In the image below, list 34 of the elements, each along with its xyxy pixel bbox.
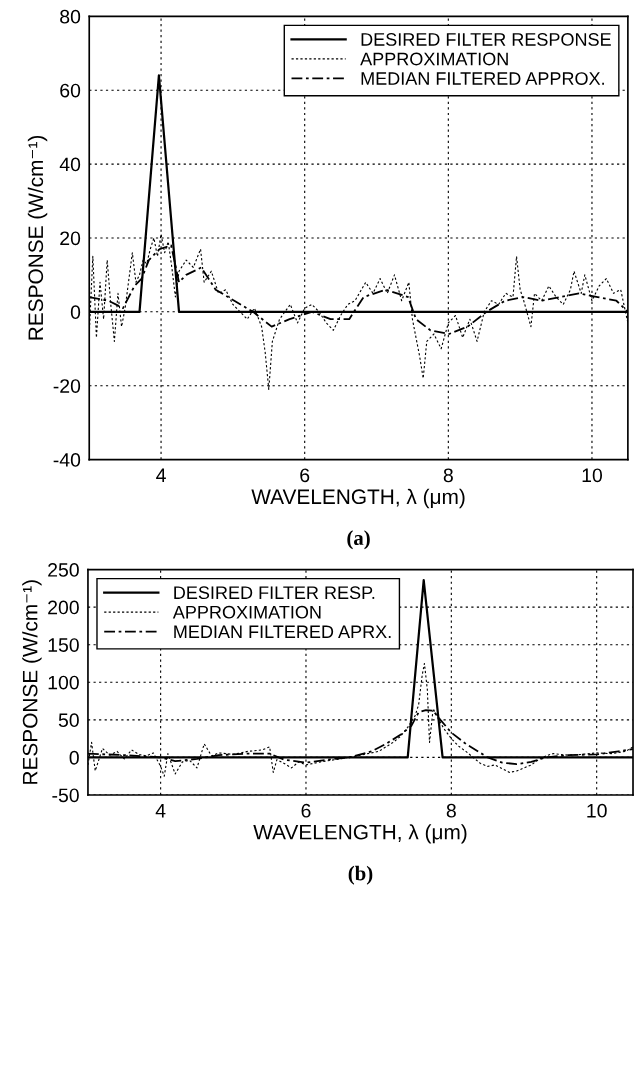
x-tick-label: 8 — [443, 468, 453, 483]
y-tick-label: -50 — [52, 788, 79, 803]
y-tick-label: 150 — [48, 638, 79, 652]
x-tick-label: 10 — [587, 803, 607, 818]
x-tick-label: 10 — [582, 468, 603, 483]
y-tick-label: -20 — [53, 379, 81, 393]
y-axis-title: RESPONSE (W/cm⁻¹) — [27, 135, 48, 340]
y-tick-label: 250 — [48, 563, 79, 577]
y-tick-label: 60 — [60, 83, 81, 98]
text: (a) — [347, 530, 370, 550]
x-tick-label: 4 — [156, 468, 166, 482]
y-tick-label: 20 — [60, 231, 81, 246]
x-tick-label: 4 — [155, 804, 166, 818]
x-tick-label: 6 — [301, 803, 311, 818]
x-axis-title: WAVELENGTH, λ (μm) — [251, 488, 465, 509]
x-tick-label: 6 — [300, 468, 310, 483]
y-tick-label: 50 — [58, 713, 79, 728]
y-tick-label: 200 — [48, 600, 79, 615]
legend-label: DESIRED FILTER RESPONSE — [361, 33, 611, 46]
y-tick-label: 80 — [60, 9, 81, 24]
legend-label: DESIRED FILTER RESP. — [174, 586, 375, 600]
text: (b) — [348, 865, 373, 885]
legend-label: MEDIAN FILTERED APRX. — [174, 625, 391, 638]
legend-label: APPROXIMATION — [172, 605, 321, 619]
y-tick-label: 100 — [48, 675, 79, 690]
y-axis-title: RESPONSE (W/cm⁻¹) — [22, 580, 42, 784]
x-axis-title: WAVELENGTH, λ (μm) — [253, 824, 467, 844]
x-tick-label: 8 — [446, 803, 456, 818]
y-tick-label: 0 — [70, 305, 81, 320]
y-tick-label: 0 — [69, 750, 79, 765]
y-tick-label: 40 — [59, 157, 81, 172]
legend-label: MEDIAN FILTERED APPROX. — [361, 72, 604, 85]
legend-label: APPROXIMATION — [360, 52, 508, 66]
y-tick-label: -40 — [53, 453, 81, 467]
